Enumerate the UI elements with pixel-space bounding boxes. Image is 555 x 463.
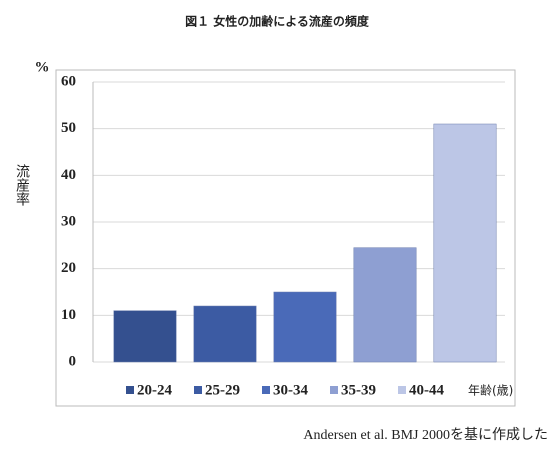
y-tick-label: 50 xyxy=(61,120,76,136)
y-unit: % xyxy=(35,59,50,75)
chart-frame xyxy=(55,69,516,407)
bar xyxy=(113,310,177,363)
bar xyxy=(433,123,497,363)
legend-swatch xyxy=(330,386,338,394)
bar xyxy=(273,291,337,363)
y-tick-label: 40 xyxy=(61,167,76,183)
legend-label: 40-44 xyxy=(409,382,444,398)
legend-label: 35-39 xyxy=(341,382,376,398)
y-tick-label: 30 xyxy=(61,213,76,229)
legend-swatch xyxy=(398,386,406,394)
source-note: Andersen et al. BMJ 2000を基に作成した xyxy=(303,426,548,443)
legend-swatch xyxy=(126,386,134,394)
bar xyxy=(193,305,257,363)
legend-label: 25-29 xyxy=(205,382,240,398)
y-tick-label: 60 xyxy=(61,73,76,89)
y-axis-label: 流産率 xyxy=(14,164,30,206)
y-tick-label: 0 xyxy=(69,353,77,369)
legend-label: 20-24 xyxy=(137,382,172,398)
y-tick-label: 10 xyxy=(61,307,76,323)
y-tick-label: 20 xyxy=(61,260,76,276)
bar xyxy=(353,247,417,363)
chart-title: 図１ 女性の加齢による流産の頻度 xyxy=(185,14,370,29)
legend-swatch xyxy=(194,386,202,394)
legend-label: 30-34 xyxy=(273,382,308,398)
legend-swatch xyxy=(262,386,270,394)
x-axis-label: 年齢(歳) xyxy=(468,383,513,398)
